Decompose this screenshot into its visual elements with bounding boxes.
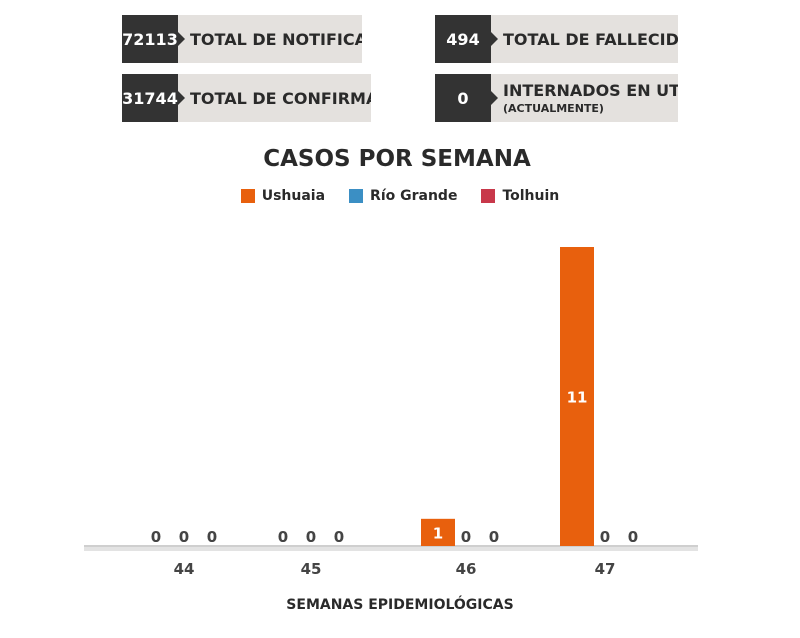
stat-notificados-label-text: TOTAL DE NOTIFICADOS [190,29,362,49]
stat-confirmados-label: TOTAL DE CONFIRMADOS [178,74,371,122]
stat-confirmados-label-text: TOTAL DE CONFIRMADOS [190,88,371,108]
x-axis-shadow [84,547,698,551]
stat-uti-sublabel: (ACTUALMENTE) [503,102,604,115]
data-label-ushuaia-47: 11 [567,389,588,407]
data-label-tolhuin-47: 0 [628,528,638,546]
data-label-ushuaia-46: 1 [433,524,443,542]
chart-legend: Ushuaia Río Grande Tolhuin [0,188,800,204]
data-label-ushuaia-44: 0 [151,528,161,546]
chart-title: CASOS POR SEMANA [263,146,531,172]
bar-ushuaia-47 [560,247,594,546]
data-label-tolhuin-46: 0 [489,528,499,546]
stat-uti-value: 0 [435,74,498,122]
stat-confirmados-value: 31744 [122,74,185,122]
stat-notificados-value: 72113 [122,15,185,63]
legend-label-rio-grande: Río Grande [370,188,458,204]
stat-fallecidos: 494 TOTAL DE FALLECIDOS [435,15,678,63]
x-tick-label-47: 47 [595,560,616,578]
data-label-rio-grande-44: 0 [179,528,189,546]
legend-label-ushuaia: Ushuaia [261,188,326,204]
stat-confirmados: 31744 TOTAL DE CONFIRMADOS [122,74,371,122]
bar-ushuaia-46 [421,518,455,546]
x-tick-label-44: 44 [174,560,195,578]
x-axis-title: SEMANAS EPIDEMIOLÓGICAS [286,597,514,613]
data-label-rio-grande-47: 0 [600,528,610,546]
stat-fallecidos-label-text: TOTAL DE FALLECIDOS [503,29,678,49]
stat-notificados: 72113 TOTAL DE NOTIFICADOS [122,15,362,63]
legend-label-tolhuin: Tolhuin [502,188,560,204]
x-tick-label-46: 46 [456,560,477,578]
data-label-tolhuin-45: 0 [334,528,344,546]
legend-item-rio-grande: Río Grande [349,188,457,204]
stat-notificados-label: TOTAL DE NOTIFICADOS [178,15,362,63]
stat-fallecidos-label: TOTAL DE FALLECIDOS [491,15,678,63]
stat-uti-label-text: INTERNADOS EN UTI [503,81,678,100]
data-label-tolhuin-44: 0 [207,528,217,546]
x-tick-label-45: 45 [301,560,322,578]
legend-swatch-rio-grande [349,189,364,203]
data-label-rio-grande-46: 0 [461,528,471,546]
legend-swatch-tolhuin [481,189,496,203]
stat-fallecidos-value: 494 [435,15,498,63]
legend-item-tolhuin: Tolhuin [481,188,559,204]
legend-item-ushuaia: Ushuaia [240,188,326,204]
data-label-ushuaia-45: 0 [278,528,288,546]
stat-uti: 0 INTERNADOS EN UTI (ACTUALMENTE) [435,74,678,122]
legend-swatch-ushuaia [240,189,255,203]
data-label-rio-grande-45: 0 [306,528,316,546]
stat-uti-label: INTERNADOS EN UTI (ACTUALMENTE) [491,74,678,122]
